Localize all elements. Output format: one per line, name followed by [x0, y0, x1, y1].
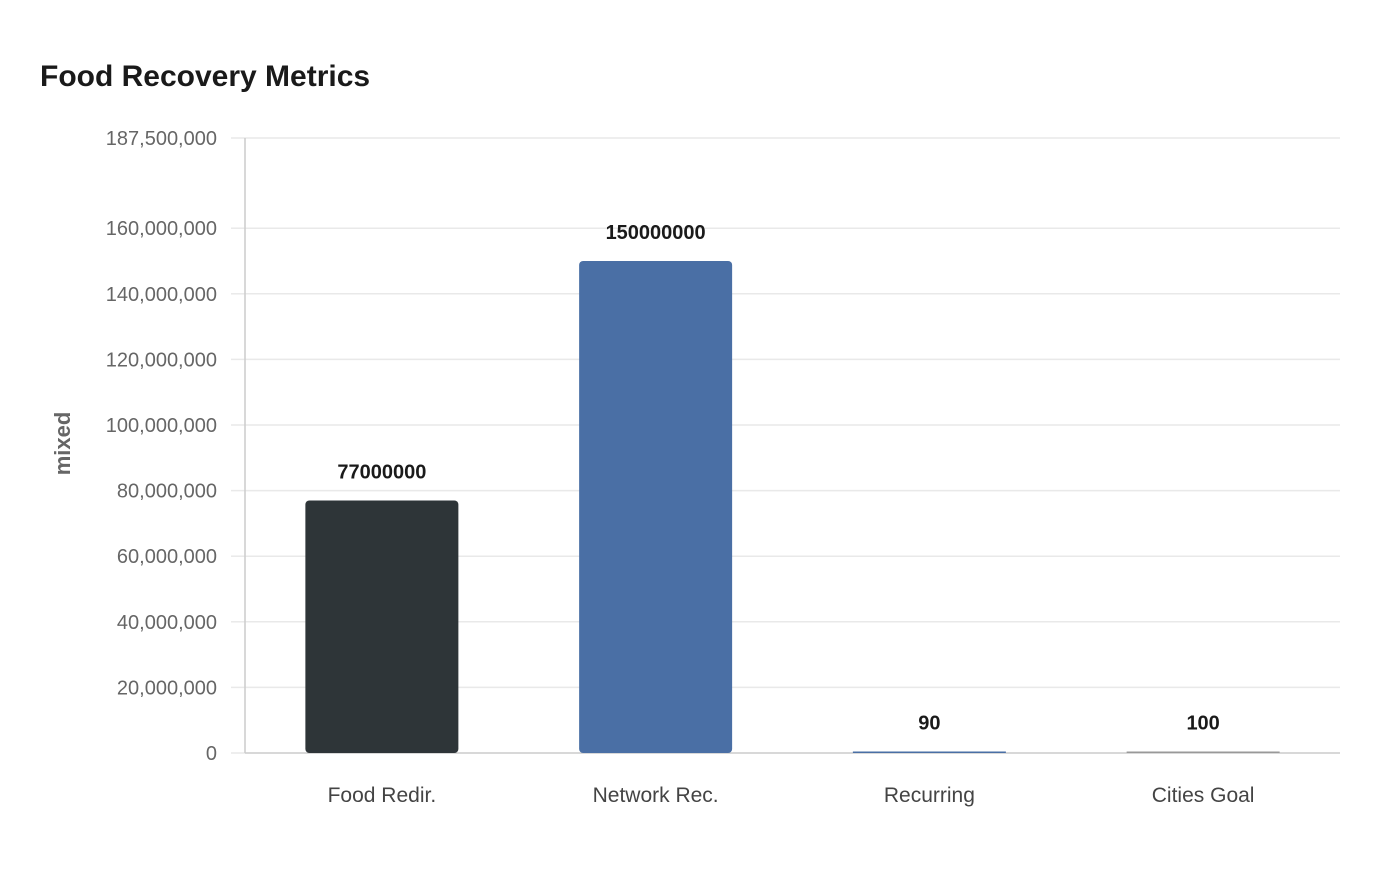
x-tick-label: Cities Goal — [1152, 784, 1255, 807]
data-label: 77000000 — [337, 461, 426, 483]
bar — [852, 751, 1006, 753]
y-tick-label: 100,000,000 — [106, 415, 217, 437]
x-tick-label: Food Redir. — [328, 784, 437, 807]
y-tick-label: 80,000,000 — [117, 481, 217, 503]
bars — [305, 261, 1280, 753]
x-tick-label: Recurring — [884, 784, 975, 807]
x-tick-label: Network Rec. — [593, 784, 719, 807]
bar — [305, 500, 459, 753]
chart-title: Food Recovery Metrics — [40, 60, 371, 93]
labels: 0 20,000,000 40,000,000 60,000,000 80,000,00… — [106, 128, 1255, 807]
y-tick-label: 40,000,000 — [117, 612, 217, 634]
y-tick-label: 187,500,000 — [106, 128, 217, 150]
y-tick-label: 60,000,000 — [117, 546, 217, 568]
y-tick-label: 120,000,000 — [106, 349, 217, 371]
gridlines — [231, 137, 1340, 754]
bar — [1126, 751, 1280, 753]
bar — [579, 261, 733, 753]
y-tick-label: 140,000,000 — [106, 284, 217, 306]
data-label: 90 — [918, 713, 940, 735]
y-tick-label: 20,000,000 — [117, 677, 217, 699]
y-tick-label: 160,000,000 — [106, 218, 217, 240]
y-axis-title: mixed — [50, 412, 75, 476]
data-label: 150000000 — [606, 222, 706, 244]
y-tick-label: 0 — [206, 743, 217, 765]
data-label: 100 — [1186, 713, 1219, 735]
